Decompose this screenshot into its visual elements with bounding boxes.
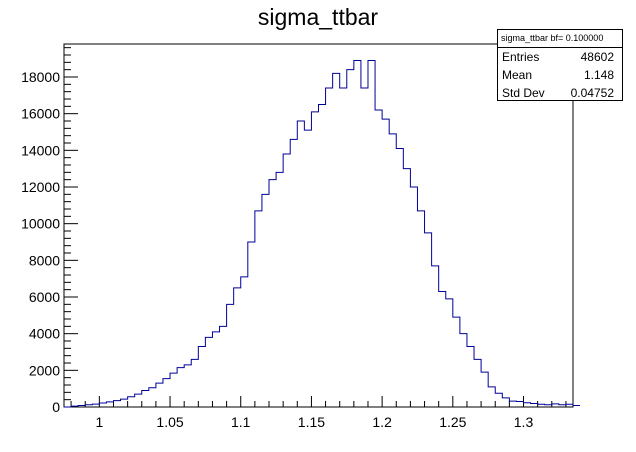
stats-key: Std Dev — [502, 86, 545, 100]
stats-value: 48602 — [580, 50, 614, 64]
stats-row-entries: Entries 48602 — [498, 48, 622, 66]
y-tick-label: 4000 — [29, 326, 60, 342]
x-axis: 1 1.05 1.1 1.15 1.2 1.25 1.3 — [70, 396, 567, 430]
x-tick-label: 1.25 — [439, 414, 466, 430]
x-tick-label: 1.2 — [372, 414, 392, 430]
y-tick-label: 16000 — [21, 106, 60, 122]
stats-key: Entries — [502, 50, 540, 64]
plot-frame — [63, 43, 574, 408]
y-axis: 0 2000 4000 6000 8000 10000 12000 14000 16000 180… — [21, 47, 78, 415]
histogram-line — [64, 60, 581, 408]
y-tick-label: 2000 — [29, 362, 60, 378]
y-tick-label: 8000 — [29, 252, 60, 268]
x-tick-label: 1 — [95, 414, 103, 430]
x-tick-label: 1.15 — [298, 414, 325, 430]
y-tick-label: 12000 — [21, 179, 60, 195]
x-tick-label: 1.1 — [231, 414, 251, 430]
stats-title: sigma_ttbar bf= 0.100000 — [498, 30, 622, 48]
x-tick-label: 1.05 — [156, 414, 183, 430]
y-tick-label: 6000 — [29, 289, 60, 305]
y-tick-label: 14000 — [21, 142, 60, 158]
stats-value: 1.148 — [583, 68, 614, 82]
stats-box: sigma_ttbar bf= 0.100000 Entries 48602 M… — [497, 29, 623, 101]
stats-row-stddev: Std Dev 0.04752 — [498, 84, 622, 102]
chart-title: sigma_ttbar — [257, 4, 379, 30]
y-tick-label: 0 — [52, 399, 60, 415]
stats-row-mean: Mean 1.148 — [498, 66, 622, 84]
y-tick-label: 10000 — [21, 216, 60, 232]
x-tick-label: 1.3 — [514, 414, 534, 430]
y-tick-label: 18000 — [21, 69, 60, 85]
stats-key: Mean — [502, 68, 533, 82]
stats-value: 0.04752 — [570, 86, 614, 100]
